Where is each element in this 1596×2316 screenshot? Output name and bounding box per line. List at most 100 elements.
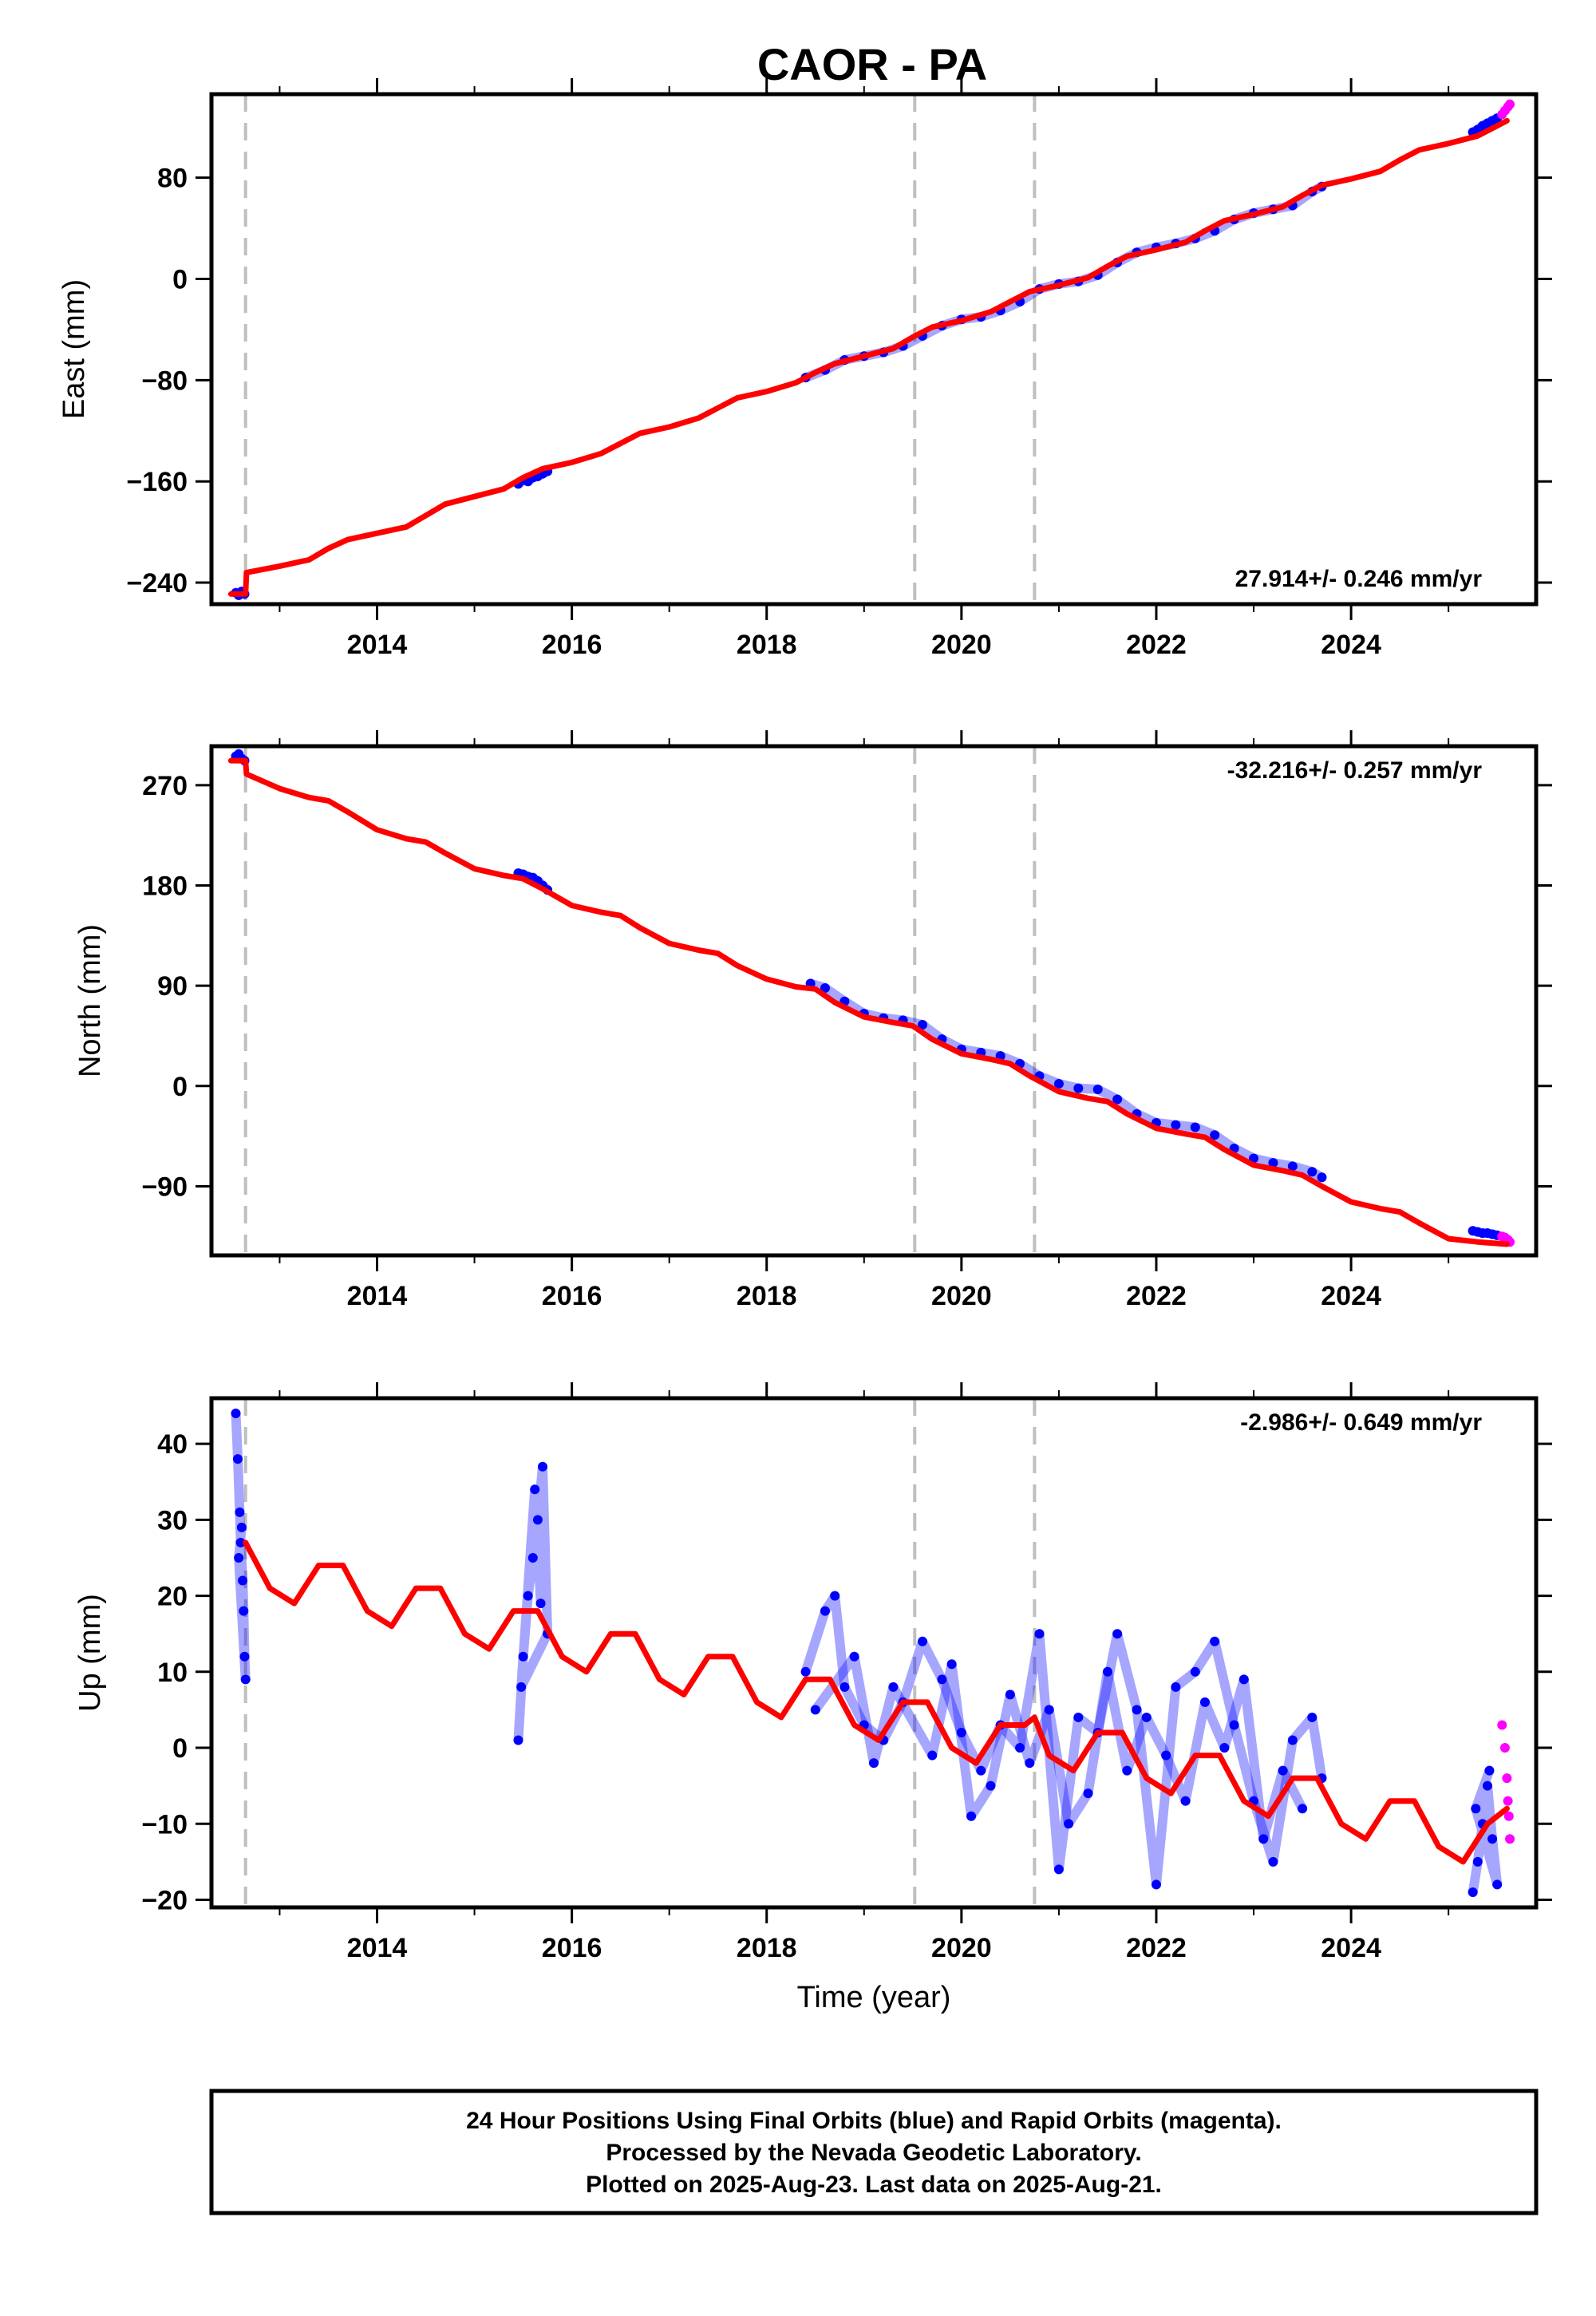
final-point [849,1651,859,1662]
final-point [530,1484,540,1495]
final-point [1112,1629,1123,1639]
rate-label: 27.914+/- 0.246 mm/yr [1235,566,1483,592]
footer-box: 24 Hour Positions Using Final Orbits (bl… [209,2089,1539,2215]
x-tick-label: 2014 [347,1933,408,1963]
final-point [231,1409,241,1419]
y-tick-label: 0 [172,1072,188,1102]
final-point [946,1659,957,1670]
final-point [1005,1690,1015,1700]
final-point [830,1591,840,1601]
final-point [532,1515,543,1525]
final-point [1238,1674,1249,1685]
footer-frame [209,2089,1539,2215]
final-point [516,1682,527,1692]
y-tick-label: −10 [141,1809,188,1840]
x-tick-label: 2020 [931,1933,992,1963]
y-tick-label: −240 [126,568,188,599]
final-point [1268,1158,1278,1168]
final-point [1190,1666,1200,1677]
final-point [1053,1079,1064,1089]
y-tick-label: 80 [157,164,188,194]
y-axis-label: Up (mm) [73,1594,107,1712]
final-point [1210,1130,1220,1140]
final-point [239,1606,249,1616]
final-point [236,1522,247,1532]
final-point [1053,1864,1064,1875]
final-point [937,1674,947,1685]
y-tick-label: −90 [141,1172,188,1202]
final-point [1307,1167,1317,1177]
rate-label: -2.986+/- 0.649 mm/yr [1240,1409,1482,1436]
x-tick-label: 2024 [1321,1933,1381,1963]
final-point [839,1682,850,1692]
final-point [1287,1161,1298,1172]
y-tick-label: 40 [157,1429,188,1460]
final-point [956,1727,966,1737]
model-fit-line [227,757,1510,1247]
x-tick-label: 2016 [542,1281,602,1311]
plot-frame [209,744,1539,1258]
final-point [1492,1879,1503,1890]
y-axis-label: East (mm) [57,279,91,419]
final-point [1307,1712,1317,1722]
final-point [538,1461,547,1472]
final-point [1141,1712,1152,1722]
footer-line-3: Plotted on 2025-Aug-23. Last data on 202… [586,2172,1162,2198]
x-tick-label: 2016 [542,1933,602,1963]
final-point [239,1651,250,1662]
final-point [918,1020,928,1030]
x-tick-label: 2016 [542,630,602,660]
rapid-point [1499,1743,1510,1753]
y-tick-label: −160 [126,467,188,497]
final-point [820,1606,830,1616]
final-point [986,1780,996,1791]
final-point [1317,1172,1327,1183]
rapid-point [1505,99,1515,109]
final-point [1015,1743,1025,1753]
final-point [1298,1804,1308,1814]
final-point [1132,1705,1142,1715]
y-tick-label: 10 [157,1658,188,1688]
footer-line-2: Processed by the Nevada Geodetic Laborat… [606,2140,1141,2166]
final-point [1102,1666,1112,1677]
final-point [820,982,830,993]
final-point [976,1765,986,1776]
final-point [1083,1788,1093,1799]
final-point [1064,1819,1074,1829]
x-tick-label: 2020 [931,1281,992,1311]
rapid-point [1502,1773,1512,1784]
y-tick-label: −20 [141,1885,188,1915]
final-point [966,1811,977,1821]
final-point [1044,1705,1054,1715]
final-point [1472,1856,1483,1867]
final-point [927,1750,938,1761]
final-point [518,1651,528,1662]
x-tick-label: 2024 [1321,630,1381,660]
final-point [235,1537,246,1547]
final-point [234,1552,244,1563]
x-tick-label: 2022 [1126,1281,1187,1311]
final-point [235,1507,245,1517]
final-point [1200,1697,1210,1707]
final-point [918,1636,928,1646]
final-point [1268,1856,1278,1867]
footer-line-1: 24 Hour Positions Using Final Orbits (bl… [466,2108,1282,2134]
final-point [810,1705,820,1715]
plot-area [227,99,1515,600]
data-band [805,978,1327,1183]
final-point [232,1454,243,1464]
data-band [513,1461,553,1745]
rapid-point [1497,1720,1507,1730]
x-tick-label: 2018 [737,1933,797,1963]
final-point [523,1591,533,1601]
final-point [1161,1750,1171,1761]
up-panel: 2014 2016 2018 2020 2022 2024 −20 −10 0 10 20 30 40 U… [73,1382,1552,2014]
rapid-point [1503,1811,1514,1821]
final-point [1471,1804,1481,1814]
x-tick-label: 2018 [737,1281,797,1311]
final-point [1210,1636,1220,1646]
final-point [1092,1084,1103,1094]
final-point [1258,1834,1269,1844]
model-fit-line [227,117,1510,597]
